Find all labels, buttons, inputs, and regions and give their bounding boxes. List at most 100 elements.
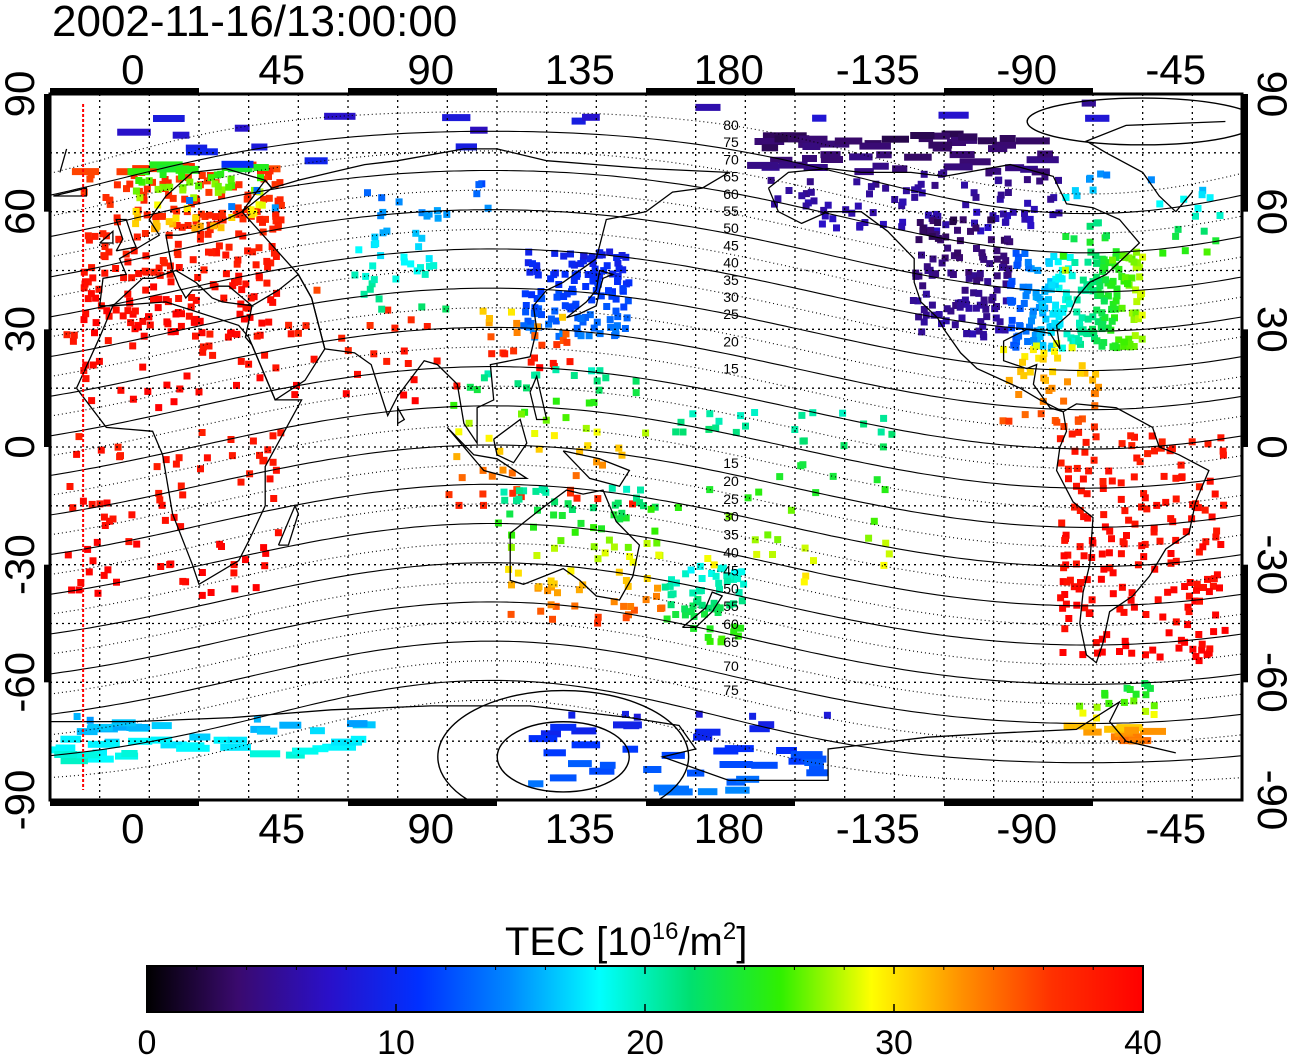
- tec-cell: [547, 577, 555, 585]
- tec-cell: [1077, 487, 1085, 495]
- tec-cell: [584, 271, 592, 278]
- tec-cell: [175, 166, 199, 174]
- tec-cell: [412, 229, 420, 237]
- tec-cell: [629, 558, 637, 566]
- tec-cell: [218, 186, 226, 194]
- top-lon-tick-label: -45: [1145, 46, 1206, 93]
- tec-cell: [885, 550, 893, 558]
- contour-label-south: 25: [723, 491, 739, 507]
- tec-cell: [1079, 709, 1087, 717]
- tec-cell: [522, 302, 530, 309]
- tec-cell: [204, 230, 212, 238]
- tec-cell: [82, 375, 90, 383]
- bottom-lon-tick-label: 180: [694, 805, 764, 852]
- tec-cell: [1062, 194, 1070, 201]
- tec-cell: [1049, 310, 1057, 318]
- tec-cell: [458, 474, 466, 482]
- tec-cell: [563, 290, 571, 298]
- tec-cell: [86, 175, 94, 183]
- tec-cell: [547, 315, 555, 323]
- tec-cell: [730, 575, 737, 583]
- tec-cell: [538, 295, 546, 303]
- tec-cell: [1156, 537, 1164, 545]
- tec-cell: [1089, 376, 1097, 384]
- tec-cell: [726, 601, 734, 609]
- tec-cell: [561, 302, 569, 310]
- tec-cell: [929, 255, 937, 263]
- tec-cell: [1020, 372, 1028, 380]
- tec-cell: [1059, 578, 1067, 586]
- tec-cell: [199, 343, 207, 351]
- tec-cell: [672, 611, 680, 618]
- tec-cell: [1081, 448, 1089, 456]
- tec-cell: [1093, 306, 1101, 314]
- tec-cell: [1079, 475, 1087, 483]
- tec-cell: [934, 219, 942, 226]
- tec-cell: [395, 198, 403, 206]
- tec-cell: [1064, 551, 1072, 559]
- tec-cell: [549, 615, 556, 623]
- coastline: [509, 489, 641, 601]
- tec-cell: [184, 174, 192, 182]
- tec-cell: [866, 190, 873, 198]
- tec-cell: [565, 303, 573, 311]
- tec-cell: [488, 472, 496, 480]
- tec-cell: [738, 568, 746, 576]
- tec-cell: [1063, 578, 1071, 586]
- tec-cell: [622, 577, 630, 584]
- tec-cell: [131, 307, 139, 315]
- tec-cell: [1125, 516, 1133, 524]
- tec-cell: [1221, 626, 1229, 634]
- tec-cell: [1156, 200, 1164, 208]
- tec-cell: [63, 331, 71, 339]
- tec-cell: [71, 168, 100, 176]
- tec-cell: [1140, 490, 1148, 498]
- tec-cell: [1071, 447, 1079, 455]
- left-axis-bar: [44, 94, 50, 212]
- tec-cell: [693, 733, 713, 741]
- tec-cell: [704, 633, 712, 641]
- tec-cell: [150, 268, 158, 276]
- coastline: [50, 700, 1176, 782]
- tec-cell: [938, 170, 945, 178]
- tec-cell: [1065, 300, 1073, 308]
- tec-cell: [1071, 337, 1079, 345]
- tec-cell: [1168, 445, 1176, 453]
- tec-cell: [590, 270, 598, 278]
- tec-cell: [865, 534, 873, 542]
- tec-cell: [806, 769, 828, 777]
- tec-cell: [985, 167, 1002, 175]
- tec-cell: [618, 451, 626, 459]
- tec-cell: [196, 222, 204, 230]
- tec-cell: [238, 286, 246, 294]
- tec-cell: [261, 351, 269, 359]
- tec-cell: [800, 437, 808, 445]
- tec-cell: [411, 397, 419, 405]
- tec-cell: [1020, 300, 1028, 307]
- tec-cell: [256, 215, 264, 223]
- tec-cell: [1131, 433, 1138, 441]
- tec-cell: [881, 135, 909, 143]
- tec-cell: [1117, 479, 1125, 487]
- tec-cell: [95, 357, 103, 365]
- tec-cell: [153, 115, 185, 122]
- tec-cell: [1079, 276, 1087, 284]
- tec-cell: [876, 151, 892, 159]
- tec-cell: [833, 224, 840, 232]
- tec-cell: [616, 515, 624, 523]
- tec-cell: [807, 188, 815, 196]
- tec-cell: [466, 383, 474, 391]
- tec-cell: [227, 436, 235, 443]
- tec-cell: [879, 443, 887, 451]
- tec-cell: [73, 450, 81, 458]
- tec-cell: [269, 225, 277, 233]
- tec-cell: [970, 289, 978, 297]
- tec-cell: [80, 188, 88, 196]
- tec-cell: [1108, 535, 1115, 543]
- tec-cell: [1005, 376, 1013, 384]
- tec-cell: [1030, 337, 1038, 344]
- tec-cell: [962, 201, 970, 209]
- polar-contour: [437, 689, 690, 800]
- contour-label-north: 40: [723, 255, 739, 271]
- tec-cell: [114, 443, 122, 451]
